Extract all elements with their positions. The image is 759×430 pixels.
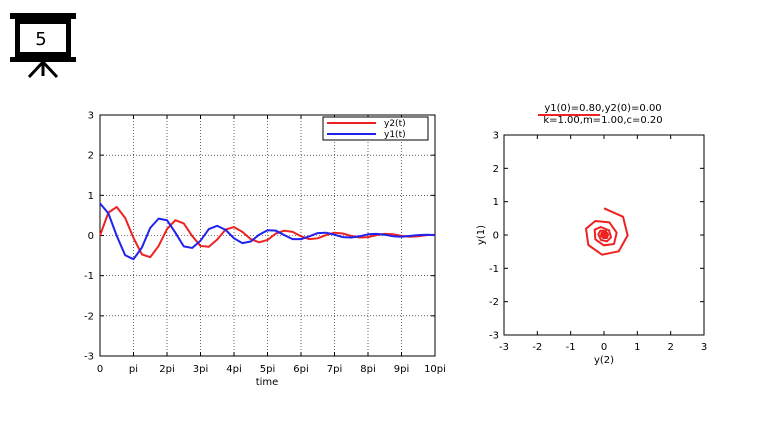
y-tick-label: -3 — [84, 352, 94, 363]
phase-x-tick-label: 3 — [701, 342, 707, 353]
y-tick-label: 2 — [88, 151, 94, 162]
phase-y-tick-label: 0 — [493, 231, 499, 242]
x-tick-label: 2pi — [159, 364, 175, 375]
phase-plot: y1(0)=0.80,y2(0)=0.00 k=1.00,m=1.00,c=0.… — [476, 103, 707, 366]
series-line-y1 — [99, 202, 436, 261]
phase-y-tick-label: 3 — [493, 131, 499, 142]
legend: y2(t) y1(t) — [322, 116, 429, 141]
y-tick-label: 1 — [88, 191, 94, 202]
x-tick-label: 6pi — [293, 364, 309, 375]
phase-title-line1: y1(0)=0.80,y2(0)=0.00 — [544, 103, 661, 114]
time-series-chart: 0 pi 2pi 3pi 4pi 5pi 6pi 7pi 8pi 9pi 10pi -3 -2 -1 0 1… — [84, 111, 446, 389]
x-tick-label: 8pi — [360, 364, 376, 375]
y-tick-labels: -3 -2 -1 0 1 2 3 — [84, 111, 94, 363]
x-tick-label: 10pi — [424, 364, 446, 375]
y-tick-label: -2 — [84, 311, 94, 322]
phase-trajectory — [585, 207, 629, 256]
phase-y-tick-label: -3 — [489, 331, 499, 342]
x-tick-label: 5pi — [260, 364, 276, 375]
phase-title-line2: k=1.00,m=1.00,c=0.20 — [543, 115, 662, 126]
y-tick-label: 0 — [88, 231, 94, 242]
slide-badge-icon: 5 — [10, 13, 76, 79]
x-tick-label: 7pi — [327, 364, 343, 375]
phase-y-tick-labels: -3 -2 -1 0 1 2 3 — [489, 131, 499, 342]
series-lines — [99, 202, 436, 261]
y-tick-label: 3 — [88, 111, 94, 122]
slide-number: 5 — [35, 29, 46, 50]
x-tick-label: pi — [129, 364, 138, 375]
phase-x-tick-label: -1 — [566, 342, 576, 353]
y-tick-label: -1 — [84, 271, 94, 282]
phase-tick-marks — [503, 134, 705, 336]
phase-x-tick-label: 0 — [601, 342, 607, 353]
x-axis-label: time — [256, 377, 279, 388]
legend-label-y1: y1(t) — [384, 130, 406, 140]
x-tick-label: 3pi — [193, 364, 209, 375]
x-tick-label: 4pi — [226, 364, 242, 375]
x-tick-label: 0 — [97, 364, 103, 375]
legend-box — [322, 116, 429, 141]
phase-y-tick-label: -1 — [489, 264, 499, 275]
legend-label-y2: y2(t) — [384, 119, 406, 129]
phase-x-tick-label: 2 — [667, 342, 673, 353]
phase-x-axis-label: y(2) — [594, 355, 614, 366]
phase-y-tick-label: 2 — [493, 164, 499, 175]
x-tick-labels: 0 pi 2pi 3pi 4pi 5pi 6pi 7pi 8pi 9pi 10pi — [97, 364, 446, 375]
phase-y-axis-label: y(1) — [476, 225, 487, 245]
phase-x-tick-label: -2 — [532, 342, 542, 353]
phase-y-tick-label: 1 — [493, 197, 499, 208]
phase-x-tick-label: -3 — [499, 342, 509, 353]
phase-end-point — [600, 230, 609, 239]
phase-y-tick-label: -2 — [489, 297, 499, 308]
x-tick-label: 9pi — [394, 364, 410, 375]
tick-marks — [99, 114, 436, 357]
phase-x-tick-labels: -3 -2 -1 0 1 2 3 — [499, 342, 707, 353]
phase-x-tick-label: 1 — [634, 342, 640, 353]
